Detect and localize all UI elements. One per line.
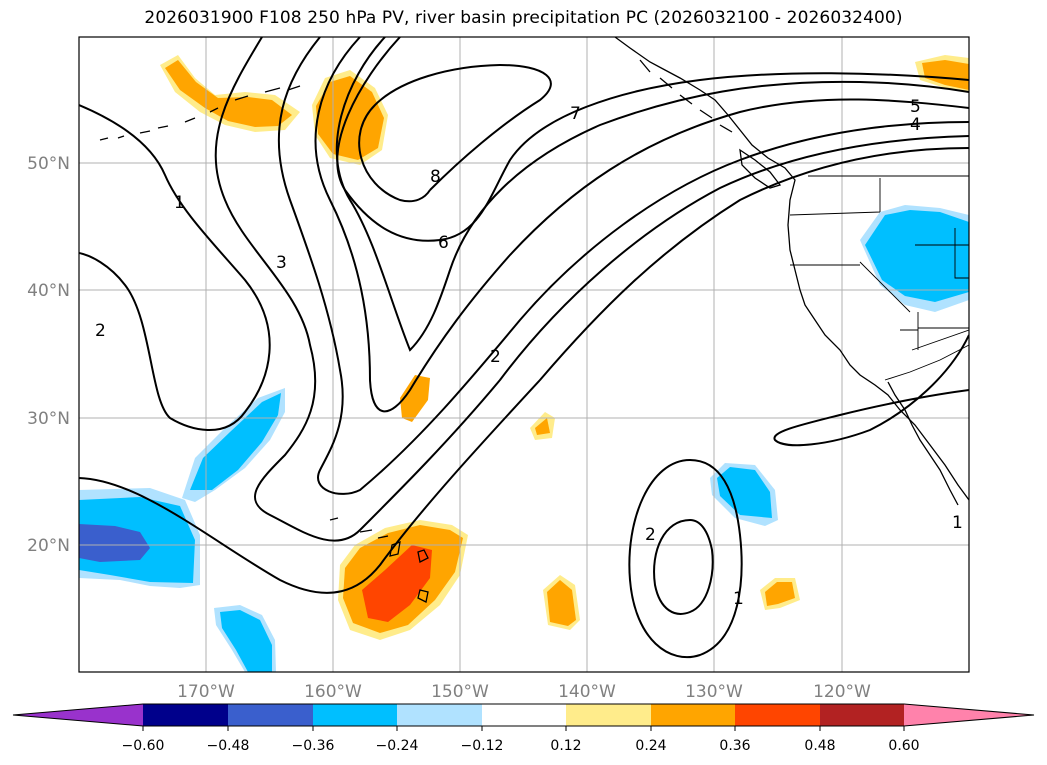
- pos-area-aleutian-west-core: [165, 60, 292, 127]
- colorbar-label-neg048: −0.48: [207, 738, 250, 754]
- pos-area-hudson-core: [922, 60, 969, 90]
- lon-label-160w: 160°W: [304, 682, 362, 702]
- precip-shading: [79, 55, 969, 672]
- pv-contour-5: [314, 37, 969, 413]
- lon-label-120w: 120°W: [813, 682, 871, 702]
- colorbar-label-pos024: 0.24: [635, 738, 666, 754]
- lon-label-150w: 150°W: [431, 682, 489, 702]
- lat-label-50n: 50°N: [27, 154, 70, 174]
- pv-label-1-east: 1: [733, 589, 744, 609]
- pv-contour-2-west: [79, 147, 969, 594]
- pv-label-4: 4: [910, 115, 921, 135]
- us-mexico-border: [884, 344, 969, 381]
- colorbar-label-neg024: −0.24: [376, 738, 419, 754]
- coastlines: [99, 37, 969, 603]
- lat-label-30n: 30°N: [27, 409, 70, 429]
- lat-label-20n: 20°N: [27, 536, 70, 556]
- pos-area-south-central-core: [547, 580, 576, 626]
- neg-area-east-pacific-core: [717, 467, 772, 518]
- aleutian-islands: [99, 85, 301, 141]
- lon-label-170w: 170°W: [177, 682, 235, 702]
- lon-tick-labels: 170°W 160°W 150°W 140°W 130°W 120°W: [177, 682, 871, 702]
- map-background: [79, 37, 969, 672]
- pv-label-2-west: 2: [95, 321, 106, 341]
- baja-california: [887, 381, 959, 506]
- pos-area-hawaii-strong: [362, 545, 432, 622]
- colorbar-label-neg060: −0.60: [122, 738, 165, 754]
- pos-area-small-central: [400, 375, 430, 422]
- pos-area-tiny-core: [535, 418, 550, 435]
- gridlines: [79, 37, 969, 672]
- us-state-lines: [789, 178, 969, 351]
- borders: [789, 175, 969, 381]
- north-america-coast: [614, 37, 969, 501]
- neg-band-subtropical-core: [190, 393, 281, 490]
- lat-label-40n: 40°N: [27, 281, 70, 301]
- colorbar-label-pos036: 0.36: [719, 738, 750, 754]
- lon-label-140w: 140°W: [558, 682, 616, 702]
- colorbar-label-pos060: 0.60: [888, 738, 919, 754]
- colorbar-tick-labels: −0.60 −0.48 −0.36 −0.24 −0.12 0.12 0.24 …: [122, 738, 920, 754]
- pv-label-2-east: 2: [645, 525, 656, 545]
- pos-area-east-small-core: [765, 582, 795, 606]
- colorbar-segment-7: [651, 704, 735, 726]
- pv-label-1-west: 1: [174, 193, 185, 213]
- pv-contour-7: [336, 37, 969, 242]
- pv-label-2-central: 2: [490, 347, 501, 367]
- colorbar-extend-high: [904, 704, 1034, 726]
- neg-area-west-strong: [79, 524, 150, 562]
- map-frame: [78, 36, 970, 673]
- neg-area-south-core: [220, 610, 272, 672]
- colorbar-segment-1: [143, 704, 228, 726]
- neg-area-great-basin-core: [865, 210, 969, 302]
- pv-label-7: 7: [570, 104, 581, 124]
- pv-label-8: 8: [430, 167, 441, 187]
- lon-label-130w: 130°W: [685, 682, 743, 702]
- colorbar-segment-3: [313, 704, 397, 726]
- colorbar-label-pos012: 0.12: [550, 738, 581, 754]
- vancouver-island: [739, 148, 782, 189]
- pv-contour-4: [277, 37, 969, 495]
- pv-contour-2-east: [628, 458, 743, 659]
- colorbar-segment-9: [820, 704, 904, 726]
- map-content: 1 2 3 8 7 6 5 4 2 2 1 1: [79, 37, 969, 672]
- colorbar-segment-6: [566, 704, 651, 726]
- pv-contours: [79, 37, 969, 659]
- pv-label-group: 1 2 3 8 7 6 5 4 2 2 1 1: [95, 97, 963, 609]
- pv-contour-8: [358, 63, 552, 203]
- pv-contour-3: [214, 37, 969, 542]
- pv-label-1-coast: 1: [952, 513, 963, 533]
- pv-contour-1-west: [79, 104, 271, 431]
- colorbar-segment-8: [735, 704, 820, 726]
- colorbar-ticks: [142, 726, 905, 731]
- colorbar-segment-5: [482, 704, 566, 726]
- pv-contour-6: [335, 37, 969, 352]
- colorbar-label-neg012: −0.12: [461, 738, 504, 754]
- colorbar-extend-low: [13, 704, 143, 726]
- colorbar-label-neg036: −0.36: [292, 738, 335, 754]
- map-title: 2026031900 F108 250 hPa PV, river basin …: [144, 8, 903, 28]
- pv-label-5: 5: [910, 97, 921, 117]
- pv-contour-1-coast: [773, 334, 969, 447]
- colorbar: −0.60 −0.48 −0.36 −0.24 −0.12 0.12 0.24 …: [12, 703, 1035, 754]
- pv-label-6: 6: [438, 233, 449, 253]
- hawaii-islands: [329, 517, 429, 603]
- colorbar-segment-4: [397, 704, 482, 726]
- colorbar-segment-2: [228, 704, 313, 726]
- colorbar-label-pos048: 0.48: [804, 738, 835, 754]
- pv-label-3: 3: [276, 253, 287, 273]
- lat-tick-labels: 20°N 30°N 40°N 50°N: [27, 154, 70, 556]
